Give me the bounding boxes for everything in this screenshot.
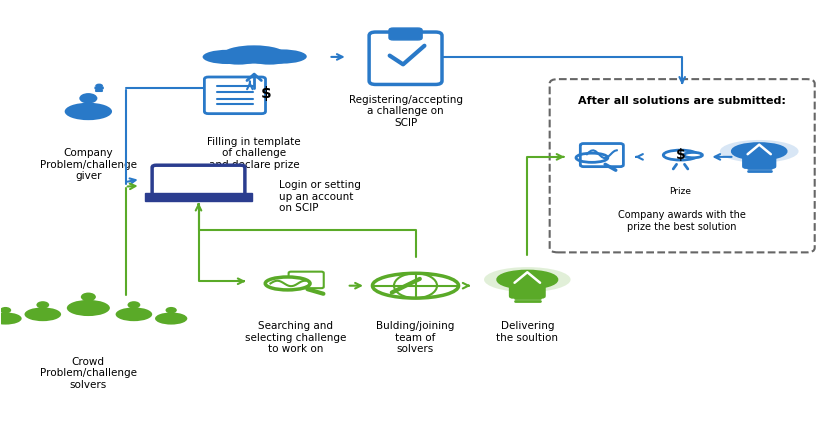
FancyBboxPatch shape bbox=[510, 284, 544, 297]
Ellipse shape bbox=[155, 312, 187, 325]
Text: Searching and
selecting challenge
to work on: Searching and selecting challenge to wor… bbox=[244, 321, 346, 354]
Ellipse shape bbox=[498, 271, 557, 288]
Text: Crowd
Problem/challenge
solvers: Crowd Problem/challenge solvers bbox=[40, 357, 137, 390]
Ellipse shape bbox=[684, 152, 702, 158]
Ellipse shape bbox=[96, 84, 103, 88]
Ellipse shape bbox=[223, 45, 286, 63]
Ellipse shape bbox=[732, 143, 786, 159]
FancyBboxPatch shape bbox=[145, 193, 253, 202]
Text: Delivering
the soultion: Delivering the soultion bbox=[496, 321, 558, 343]
Ellipse shape bbox=[265, 277, 310, 290]
Ellipse shape bbox=[218, 52, 259, 65]
Text: Login or setting
up an account
on SCIP: Login or setting up an account on SCIP bbox=[279, 180, 361, 214]
Ellipse shape bbox=[0, 307, 11, 313]
FancyBboxPatch shape bbox=[204, 77, 266, 114]
Ellipse shape bbox=[65, 103, 112, 120]
Ellipse shape bbox=[720, 140, 799, 163]
Ellipse shape bbox=[258, 50, 307, 63]
Ellipse shape bbox=[484, 267, 571, 292]
Ellipse shape bbox=[0, 312, 22, 325]
Ellipse shape bbox=[663, 150, 698, 160]
FancyBboxPatch shape bbox=[288, 272, 324, 288]
Ellipse shape bbox=[372, 273, 459, 298]
Ellipse shape bbox=[24, 308, 61, 321]
FancyBboxPatch shape bbox=[744, 155, 775, 168]
Text: Bulding/joining
team of
solvers: Bulding/joining team of solvers bbox=[376, 321, 455, 354]
Ellipse shape bbox=[66, 300, 110, 316]
Ellipse shape bbox=[203, 50, 252, 64]
Ellipse shape bbox=[79, 93, 97, 104]
FancyBboxPatch shape bbox=[219, 56, 289, 60]
Ellipse shape bbox=[81, 292, 96, 301]
Ellipse shape bbox=[116, 308, 152, 321]
Text: $: $ bbox=[676, 148, 686, 162]
FancyBboxPatch shape bbox=[580, 143, 623, 167]
Text: Prize: Prize bbox=[670, 187, 691, 196]
Text: After all solutions are submitted:: After all solutions are submitted: bbox=[578, 96, 786, 106]
Ellipse shape bbox=[37, 301, 49, 308]
Text: $: $ bbox=[261, 86, 272, 101]
FancyBboxPatch shape bbox=[369, 32, 442, 84]
Ellipse shape bbox=[248, 52, 291, 65]
Text: Company
Problem/challenge
giver: Company Problem/challenge giver bbox=[40, 148, 137, 181]
FancyBboxPatch shape bbox=[152, 165, 245, 196]
FancyBboxPatch shape bbox=[389, 28, 422, 40]
Ellipse shape bbox=[165, 307, 177, 313]
FancyBboxPatch shape bbox=[95, 87, 104, 89]
Text: Filling in template
of challenge
and declare prize: Filling in template of challenge and dec… bbox=[207, 137, 301, 170]
Ellipse shape bbox=[127, 301, 140, 308]
Text: Company awards with the
prize the best solution: Company awards with the prize the best s… bbox=[618, 210, 746, 232]
Text: Registering/accepting
a challenge on
SCIP: Registering/accepting a challenge on SCI… bbox=[348, 95, 463, 128]
FancyBboxPatch shape bbox=[549, 79, 814, 253]
